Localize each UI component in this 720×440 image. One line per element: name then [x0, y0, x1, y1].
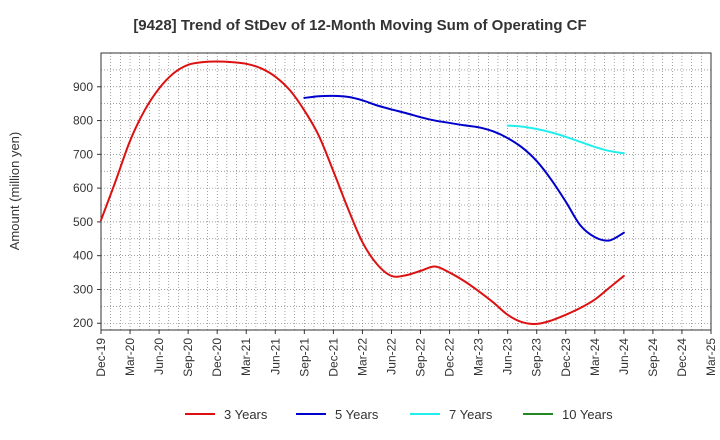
x-tick-label: Dec-19	[94, 338, 108, 377]
x-tick-label: Dec-22	[443, 338, 457, 377]
plot-border	[100, 52, 712, 331]
legend-label-5-years: 5 Years	[335, 407, 379, 422]
y-tick-label: 800	[73, 114, 93, 128]
y-tick-label: 500	[73, 215, 93, 229]
x-tick-label: Jun-20	[152, 338, 166, 375]
y-tick-label: 900	[73, 80, 93, 94]
x-tick-label: Sep-21	[297, 338, 311, 377]
x-tick-label: Sep-23	[530, 338, 544, 377]
y-tick-label: 300	[73, 282, 93, 296]
x-tick-label: Mar-20	[123, 338, 137, 376]
x-tick-label: Dec-21	[326, 338, 340, 377]
x-tick-label: Sep-24	[646, 338, 660, 377]
x-tick-label: Dec-24	[675, 338, 689, 377]
y-axis-ticks: 200 300 400 500 600 700 800 900	[73, 80, 101, 330]
series-lines	[100, 60, 625, 325]
legend-label-7-years: 7 Years	[449, 407, 493, 422]
y-tick-label: 700	[73, 147, 93, 161]
x-tick-label: Mar-21	[239, 338, 253, 376]
x-tick-label: Dec-23	[559, 338, 573, 377]
y-axis-label: Amount (million yen)	[7, 132, 22, 251]
chart-title: [9428] Trend of StDev of 12-Month Moving…	[133, 17, 586, 34]
grid	[100, 53, 712, 330]
series-line-5-years	[303, 94, 625, 242]
x-tick-label: Jun-21	[268, 338, 282, 375]
x-tick-label: Jun-24	[617, 338, 631, 375]
x-tick-label: Mar-24	[588, 338, 602, 376]
x-tick-label: Mar-22	[355, 338, 369, 376]
plot-frame	[100, 52, 712, 331]
x-axis-ticks: Dec-19 Mar-20 Jun-20 Sep-20 Dec-20 Mar-21 Jun-…	[94, 330, 718, 377]
y-tick-label: 200	[73, 316, 93, 330]
series-line-7-years	[506, 124, 625, 155]
x-tick-label: Mar-25	[704, 338, 718, 376]
x-tick-label: Mar-23	[472, 338, 486, 376]
x-tick-label: Sep-22	[414, 338, 428, 377]
y-tick-label: 600	[73, 181, 93, 195]
x-tick-label: Dec-20	[210, 338, 224, 377]
x-tick-label: Jun-22	[384, 338, 398, 375]
x-tick-label: Jun-23	[501, 338, 515, 375]
y-tick-label: 400	[73, 249, 93, 263]
legend-label-3-years: 3 Years	[224, 407, 268, 422]
legend: 3 Years 5 Years 7 Years 10 Years	[185, 407, 613, 422]
legend-label-10-years: 10 Years	[562, 407, 613, 422]
x-tick-label: Sep-20	[181, 338, 195, 377]
series-line-3-years	[100, 60, 625, 325]
